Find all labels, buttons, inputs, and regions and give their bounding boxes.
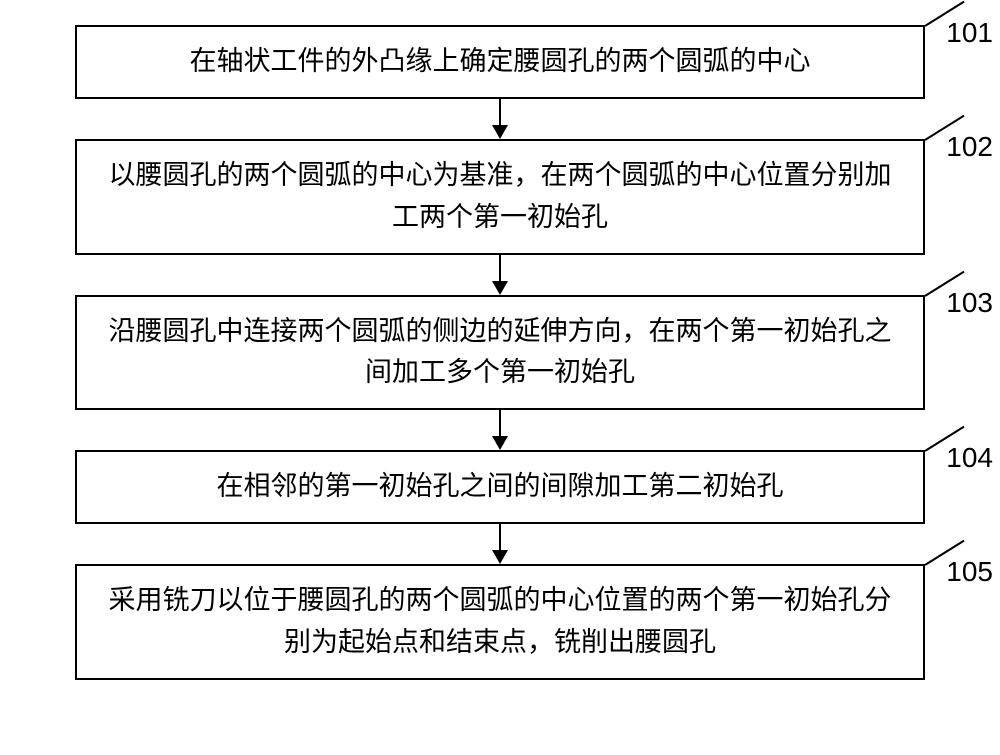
step-box-102: 102 以腰圆孔的两个圆弧的中心为基准，在两个圆弧的中心位置分别加工两个第一初始… <box>75 139 925 255</box>
step-label-103: 103 <box>946 287 993 319</box>
step-text-104: 在相邻的第一初始孔之间的间隙加工第二初始孔 <box>217 466 784 508</box>
step-box-104: 104 在相邻的第一初始孔之间的间隙加工第二初始孔 <box>75 450 925 524</box>
step-label-104: 104 <box>946 442 993 474</box>
arrow-head <box>492 125 508 139</box>
step-label-105: 105 <box>946 556 993 588</box>
arrow-head <box>492 550 508 564</box>
step-box-103: 103 沿腰圆孔中连接两个圆弧的侧边的延伸方向，在两个第一初始孔之间加工多个第一… <box>75 295 925 411</box>
arrow-3 <box>492 410 508 450</box>
step-box-101: 101 在轴状工件的外凸缘上确定腰圆孔的两个圆弧的中心 <box>75 25 925 99</box>
arrow-1 <box>492 99 508 139</box>
arrow-head <box>492 281 508 295</box>
step-text-101: 在轴状工件的外凸缘上确定腰圆孔的两个圆弧的中心 <box>190 41 811 83</box>
arrow-line <box>499 524 501 550</box>
step-label-101: 101 <box>946 17 993 49</box>
arrow-line <box>499 255 501 281</box>
arrow-line <box>499 99 501 125</box>
step-text-103: 沿腰圆孔中连接两个圆弧的侧边的延伸方向，在两个第一初始孔之间加工多个第一初始孔 <box>97 311 903 395</box>
arrow-head <box>492 436 508 450</box>
step-text-105: 采用铣刀以位于腰圆孔的两个圆弧的中心位置的两个第一初始孔分别为起始点和结束点，铣… <box>97 580 903 664</box>
arrow-2 <box>492 255 508 295</box>
step-box-105: 105 采用铣刀以位于腰圆孔的两个圆弧的中心位置的两个第一初始孔分别为起始点和结… <box>75 564 925 680</box>
step-text-102: 以腰圆孔的两个圆弧的中心为基准，在两个圆弧的中心位置分别加工两个第一初始孔 <box>97 155 903 239</box>
arrow-line <box>499 410 501 436</box>
step-label-102: 102 <box>946 131 993 163</box>
arrow-4 <box>492 524 508 564</box>
flowchart-container: 101 在轴状工件的外凸缘上确定腰圆孔的两个圆弧的中心 102 以腰圆孔的两个圆… <box>0 25 1000 680</box>
